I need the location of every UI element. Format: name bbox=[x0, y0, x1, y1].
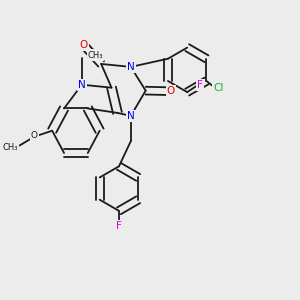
Text: N: N bbox=[127, 111, 135, 121]
Text: CH₃: CH₃ bbox=[88, 50, 103, 59]
Text: N: N bbox=[127, 62, 135, 72]
Text: O: O bbox=[31, 131, 38, 140]
Text: O: O bbox=[167, 86, 175, 96]
Text: N: N bbox=[78, 80, 86, 90]
Text: CH₃: CH₃ bbox=[2, 142, 18, 152]
Text: F: F bbox=[197, 80, 203, 90]
Text: Cl: Cl bbox=[213, 83, 224, 93]
Text: F: F bbox=[116, 221, 122, 231]
Text: O: O bbox=[79, 40, 88, 50]
